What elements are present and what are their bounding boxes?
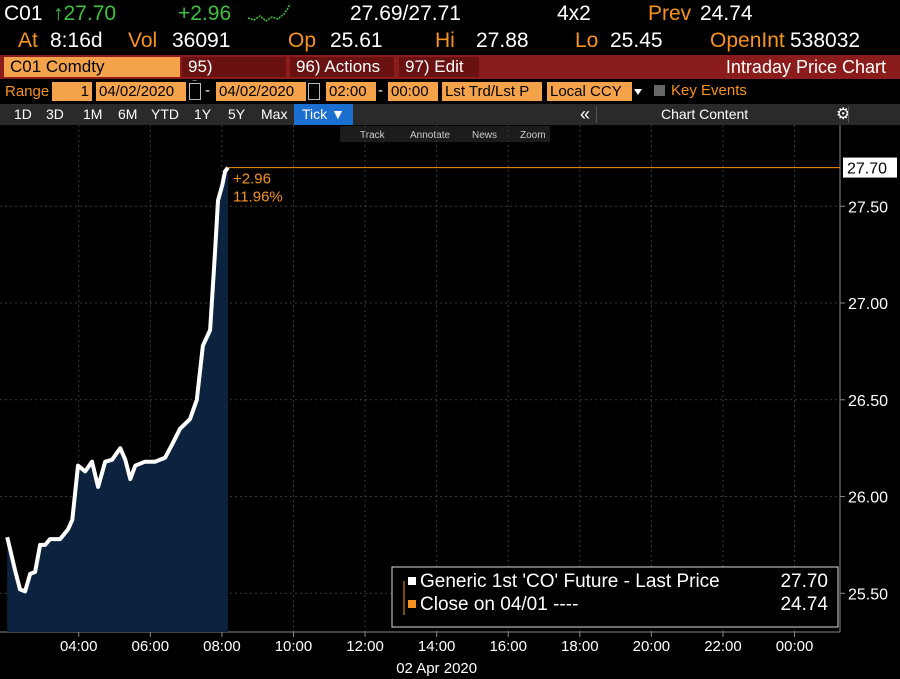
period-bar: 1D 3D 1M 6M YTD 1Y 5Y Max Tick ▼ « Chart Content ⚙ [0,104,900,125]
last-price-label: 27.70 [847,161,887,178]
stat-label: Lo [575,29,599,52]
size: 4x2 [557,2,591,25]
price-type[interactable]: Lst Trd/Lst P [442,82,542,101]
period-tab[interactable]: 1Y [194,106,212,122]
divider [596,106,597,123]
end-time[interactable]: 00:00 [388,82,438,101]
range-bar: Range 1 04/02/2020 - 04/02/2020 02:00 - … [0,81,900,103]
tool-button[interactable]: News [472,130,497,141]
x-tick-label: 22:00 [704,638,742,655]
x-tick-label: 08:00 [203,638,241,655]
calendar-icon[interactable] [308,83,320,100]
period-tab[interactable]: 6M [118,106,138,122]
y-tick-label: 26.50 [848,393,888,410]
annotation: 11.96% [233,189,283,206]
y-tick-label: 26.00 [848,490,888,507]
start-date[interactable]: 04/02/2020 [96,82,186,101]
stat-label: Vol [128,29,158,52]
period-tab[interactable]: 1D [14,106,32,122]
net-change: +2.96 [178,2,232,25]
period-tab[interactable]: 5Y [228,106,246,122]
stat-value: 538032 [790,29,861,52]
period-tab[interactable]: 1M [83,106,103,122]
y-tick-label: 27.00 [848,296,888,313]
menu-button[interactable]: 95) Compare [182,57,286,96]
last-price: ↑27.70 [53,2,117,25]
legend-box [391,566,839,628]
legend-label: Generic 1st 'CO' Future - Last Price [420,571,720,592]
legend-label: Close on 04/01 ---- [420,594,578,615]
period-tab[interactable]: 3D [46,106,64,122]
prev-value: 24.74 [700,2,753,25]
legend-value: 24.74 [780,594,828,615]
stat-label: At [18,29,38,52]
x-tick-label: 04:00 [60,638,98,655]
x-tick-label: 10:00 [275,638,313,655]
x-tick-label: 18:00 [561,638,599,655]
y-tick-label: 27.50 [848,199,888,216]
chart-content-button[interactable]: Chart Content [661,106,749,122]
period-tab[interactable]: Max [261,106,288,122]
menu-button[interactable]: 96) Actions ▾ [290,57,394,96]
collapse-button[interactable]: « [580,104,591,124]
events-label: Key Events [671,82,747,99]
dropdown-arrow[interactable] [633,87,643,97]
divider [848,106,849,123]
annotation: +2.96 [233,171,271,188]
x-tick-label: 20:00 [633,638,671,655]
security-field[interactable]: C01 Comdty [4,57,180,77]
sparkline [247,3,291,22]
stat-label: Hi [435,29,455,52]
legend-value: 27.70 [780,571,828,592]
x-tick-label: 00:00 [776,638,814,655]
x-axis-label: 02 Apr 2020 [396,660,477,677]
command-bar: C01 Comdty 95) Compare 96) Actions ▾ 97)… [0,55,900,96]
x-tick-label: 16:00 [489,638,527,655]
prev-label: Prev [648,2,692,25]
period-tab[interactable]: Tick ▼ [294,104,353,125]
stat-value: 27.88 [476,29,529,52]
stat-value: 25.45 [610,29,663,52]
end-date[interactable]: 04/02/2020 [216,82,306,101]
legend-swatch [408,600,416,608]
area [7,167,229,632]
function-title: Intraday Price Chart [725,57,886,77]
stat-label: OpenInt [710,29,785,52]
currency[interactable]: Local CCY [547,82,632,101]
checkbox[interactable] [654,85,665,96]
last-price-box [843,157,897,178]
tool-button[interactable]: Annotate [410,130,450,141]
stat-label: Op [288,29,317,52]
start-time[interactable]: 02:00 [326,82,376,101]
stat-value: 36091 [172,29,231,52]
separator: - [378,82,383,99]
period-tab[interactable]: YTD [151,106,179,122]
range-label: Range [5,83,50,100]
stat-value: 8:16d [50,29,103,52]
legend-swatch [408,577,416,585]
menu-button[interactable]: 97) Edit ▾ [399,57,479,96]
tool-button[interactable]: Track [360,130,386,141]
range-count[interactable]: 1 [52,82,92,101]
chart: Track Annotate News Zoom 25.50 26.00 26.50 27.0… [0,125,897,677]
x-tick-label: 12:00 [346,638,384,655]
bid-ask: 27.69/27.71 [350,2,461,25]
tool-strip [340,126,550,142]
stat-value: 25.61 [330,29,383,52]
calendar-icon[interactable] [189,83,201,100]
settings-button[interactable]: ⚙ [836,106,851,123]
x-tick-label: 06:00 [132,638,170,655]
tool-button[interactable]: Zoom [520,130,546,141]
y-tick-label: 25.50 [848,586,888,603]
x-tick-label: 14:00 [418,638,456,655]
separator: - [205,82,210,99]
ticker[interactable]: C01 [4,2,43,25]
price-line [5,166,230,594]
